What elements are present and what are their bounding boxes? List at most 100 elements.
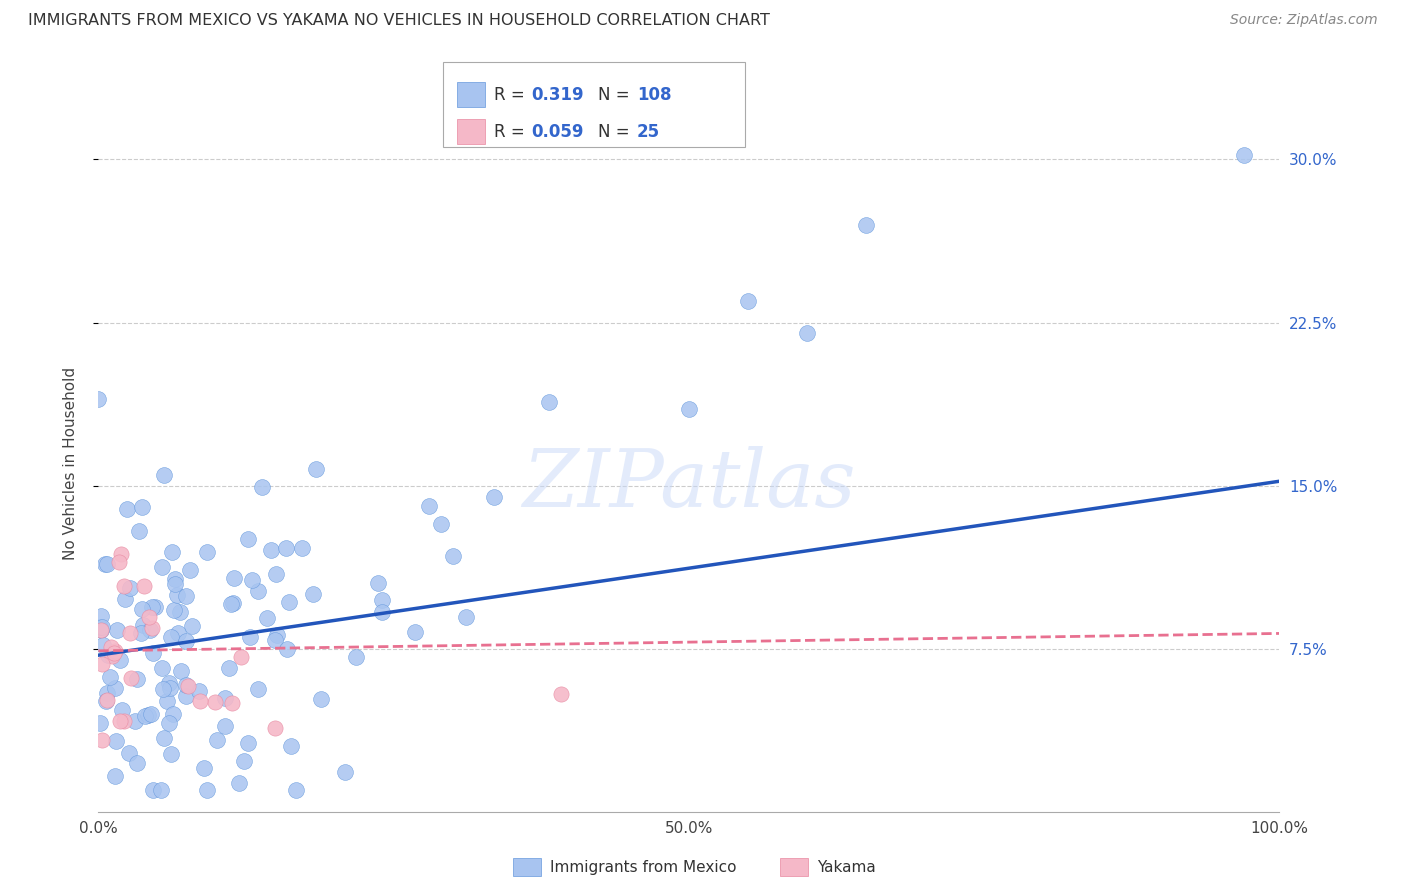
Point — [404, 625, 426, 640]
Point — [107, 555, 129, 569]
Point — [285, 783, 308, 797]
Point — [260, 543, 283, 558]
Point — [239, 631, 262, 645]
Point — [179, 563, 201, 577]
Point — [96, 686, 118, 700]
Point — [89, 716, 111, 731]
Point — [367, 576, 389, 591]
Text: N =: N = — [598, 86, 634, 103]
Point — [131, 500, 153, 515]
Point — [247, 682, 270, 697]
Point — [121, 671, 143, 685]
Point — [371, 593, 394, 607]
Point — [90, 624, 112, 638]
Point — [114, 591, 136, 606]
Point — [89, 620, 111, 634]
Text: 108: 108 — [637, 86, 672, 103]
Point — [125, 673, 148, 687]
Point — [141, 599, 163, 614]
Point — [214, 718, 236, 732]
Point — [229, 649, 252, 664]
Point — [266, 628, 288, 642]
Point — [276, 541, 298, 555]
Point — [152, 682, 174, 697]
Point — [110, 547, 132, 561]
Point — [1233, 148, 1256, 162]
Point — [277, 595, 299, 609]
Point — [150, 661, 173, 675]
Point — [256, 611, 278, 625]
Point — [737, 293, 759, 308]
Point — [222, 571, 245, 585]
Point — [142, 783, 165, 797]
Point — [204, 695, 226, 709]
Text: Immigrants from Mexico: Immigrants from Mexico — [550, 860, 737, 874]
Point — [221, 697, 243, 711]
Point — [195, 783, 218, 797]
Point — [112, 579, 135, 593]
Point — [101, 648, 124, 663]
Text: R =: R = — [494, 123, 530, 141]
Point — [266, 567, 288, 582]
Point — [233, 754, 256, 768]
Point — [167, 625, 190, 640]
Text: Source: ZipAtlas.com: Source: ZipAtlas.com — [1230, 13, 1378, 28]
Point — [174, 678, 197, 692]
Point — [150, 783, 173, 797]
Point — [855, 218, 877, 232]
Point — [160, 747, 183, 761]
Point — [430, 516, 453, 531]
Point — [87, 392, 110, 406]
Point — [143, 599, 166, 614]
Y-axis label: No Vehicles in Household: No Vehicles in Household — [63, 368, 77, 560]
Text: Yakama: Yakama — [817, 860, 876, 874]
Point — [796, 326, 818, 341]
Point — [125, 756, 148, 770]
Point — [165, 572, 187, 586]
Point — [91, 732, 114, 747]
Point — [160, 545, 183, 559]
Point — [370, 605, 392, 619]
Point — [219, 597, 242, 611]
Point — [104, 734, 127, 748]
Point — [120, 626, 142, 640]
Point — [222, 596, 245, 610]
Point — [177, 679, 200, 693]
Point — [120, 581, 142, 595]
Point — [98, 670, 121, 684]
Text: 25: 25 — [637, 123, 659, 141]
Point — [96, 558, 118, 572]
Point — [96, 694, 118, 708]
Point — [309, 692, 332, 706]
Point — [112, 714, 135, 729]
Point — [159, 681, 181, 695]
Point — [103, 646, 125, 660]
Point — [264, 721, 287, 735]
Point — [163, 576, 186, 591]
Point — [139, 624, 162, 638]
Point — [228, 775, 250, 789]
Point — [157, 715, 180, 730]
Point — [91, 620, 114, 634]
Point — [134, 709, 156, 723]
Point — [153, 467, 176, 482]
Point — [188, 694, 211, 708]
Point — [252, 480, 274, 494]
Text: 0.059: 0.059 — [531, 123, 583, 141]
Point — [276, 641, 298, 656]
Point — [118, 746, 141, 760]
Point — [441, 549, 464, 564]
Point — [90, 609, 112, 624]
Point — [454, 610, 477, 624]
Point — [333, 765, 356, 780]
Point — [305, 462, 328, 476]
Point — [142, 646, 165, 660]
Point — [104, 643, 127, 657]
Point — [108, 652, 131, 666]
Point — [236, 532, 259, 546]
Point — [159, 675, 181, 690]
Point — [124, 714, 146, 728]
Point — [187, 684, 209, 698]
Point — [181, 619, 204, 633]
Point — [90, 623, 112, 637]
